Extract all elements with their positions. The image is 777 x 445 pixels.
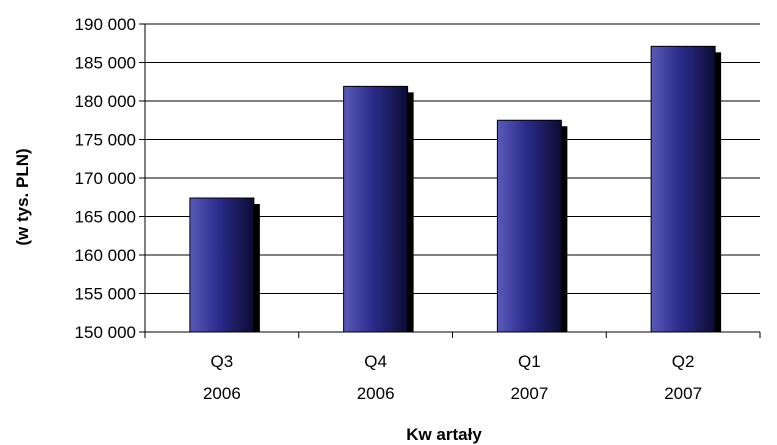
y-axis-title: (w tys. PLN) xyxy=(13,148,32,245)
y-tick-label: 175 000 xyxy=(75,131,136,150)
y-tick-label: 185 000 xyxy=(75,54,136,73)
y-tick-label: 190 000 xyxy=(75,15,136,34)
x-tick-label-year: 2007 xyxy=(664,384,702,403)
y-tick-label: 155 000 xyxy=(75,285,136,304)
tick-labels: 150 000 155 000 160 000 165 000 170 000 175 0… xyxy=(75,15,702,403)
axes xyxy=(139,23,761,338)
bar xyxy=(496,119,562,333)
bar xyxy=(189,197,255,333)
x-tick-label-year: 2006 xyxy=(357,384,395,403)
bars xyxy=(189,45,722,333)
y-tick-label: 170 000 xyxy=(75,169,136,188)
x-axis-title: Kw artały xyxy=(406,425,482,444)
x-tick-label-quarter: Q2 xyxy=(672,352,695,371)
bar xyxy=(343,85,409,333)
x-tick-label-quarter: Q1 xyxy=(518,352,541,371)
y-tick-label: 160 000 xyxy=(75,246,136,265)
x-tick-label-year: 2006 xyxy=(203,384,241,403)
x-tick-label-quarter: Q3 xyxy=(211,352,234,371)
y-tick-label: 150 000 xyxy=(75,323,136,342)
x-tick-label-year: 2007 xyxy=(510,384,548,403)
bar xyxy=(650,45,716,333)
y-tick-label: 180 000 xyxy=(75,92,136,111)
x-tick-label-quarter: Q4 xyxy=(364,352,387,371)
y-tick-label: 165 000 xyxy=(75,208,136,227)
